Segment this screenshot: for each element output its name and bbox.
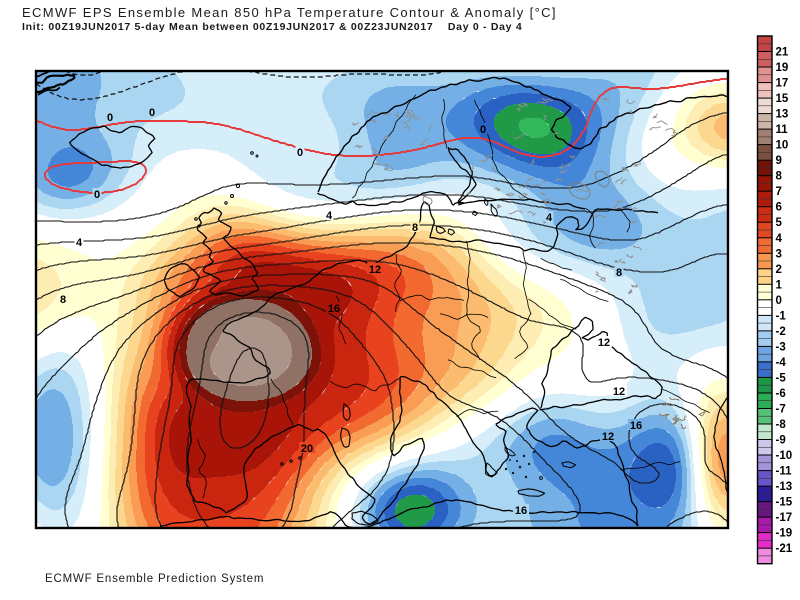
svg-text:2: 2 xyxy=(776,264,782,276)
svg-text:12: 12 xyxy=(602,431,614,443)
svg-text:0: 0 xyxy=(94,189,100,201)
svg-text:-15: -15 xyxy=(776,497,793,509)
svg-text:-17: -17 xyxy=(776,512,793,524)
svg-text:-3: -3 xyxy=(776,341,786,353)
svg-text:3: 3 xyxy=(776,248,782,260)
svg-text:5: 5 xyxy=(776,217,783,229)
svg-text:4: 4 xyxy=(776,233,783,245)
svg-text:8: 8 xyxy=(616,267,622,279)
svg-text:Init: 00Z19JUN2017 5-day Mean: Init: 00Z19JUN2017 5-day Mean between 00… xyxy=(22,21,522,33)
svg-text:-1: -1 xyxy=(776,310,787,322)
svg-text:10: 10 xyxy=(776,140,789,152)
svg-text:-8: -8 xyxy=(776,419,787,431)
svg-text:17: 17 xyxy=(776,78,789,90)
svg-text:0: 0 xyxy=(149,107,155,119)
svg-text:13: 13 xyxy=(776,109,789,121)
svg-text:8: 8 xyxy=(412,222,418,234)
svg-text:4: 4 xyxy=(546,212,553,224)
svg-text:16: 16 xyxy=(630,420,642,432)
svg-text:-6: -6 xyxy=(776,388,786,400)
svg-text:-2: -2 xyxy=(776,326,786,338)
svg-text:0: 0 xyxy=(297,147,303,159)
svg-text:0: 0 xyxy=(776,295,782,307)
svg-text:8: 8 xyxy=(60,294,66,306)
svg-text:9: 9 xyxy=(776,155,782,167)
svg-text:-19: -19 xyxy=(776,528,793,540)
svg-text:-4: -4 xyxy=(776,357,787,369)
svg-text:-21: -21 xyxy=(776,543,793,555)
svg-text:1: 1 xyxy=(776,279,783,291)
svg-text:-10: -10 xyxy=(776,450,793,462)
svg-text:16: 16 xyxy=(515,505,527,517)
svg-text:7: 7 xyxy=(776,186,782,198)
svg-text:ECMWF EPS Ensemble Mean 850 hP: ECMWF EPS Ensemble Mean 850 hPa Temperat… xyxy=(22,5,557,20)
svg-text:8: 8 xyxy=(776,171,783,183)
svg-text:-9: -9 xyxy=(776,435,786,447)
svg-text:0: 0 xyxy=(107,112,113,124)
svg-text:ECMWF Ensemble Prediction Syst: ECMWF Ensemble Prediction System xyxy=(45,573,264,585)
svg-text:12: 12 xyxy=(598,337,610,349)
svg-text:6: 6 xyxy=(776,202,782,214)
svg-text:21: 21 xyxy=(776,47,789,59)
svg-text:15: 15 xyxy=(776,93,789,105)
svg-text:11: 11 xyxy=(776,124,789,136)
svg-text:-13: -13 xyxy=(776,481,793,493)
svg-text:4: 4 xyxy=(76,237,83,249)
svg-text:0: 0 xyxy=(480,124,486,136)
svg-text:20: 20 xyxy=(301,443,313,455)
svg-text:12: 12 xyxy=(613,386,625,398)
svg-text:-7: -7 xyxy=(776,404,786,416)
svg-text:16: 16 xyxy=(328,303,340,315)
svg-text:19: 19 xyxy=(776,62,789,74)
svg-text:-11: -11 xyxy=(776,466,793,478)
svg-text:-5: -5 xyxy=(776,372,787,384)
svg-text:4: 4 xyxy=(326,210,333,222)
svg-text:12: 12 xyxy=(369,264,381,276)
